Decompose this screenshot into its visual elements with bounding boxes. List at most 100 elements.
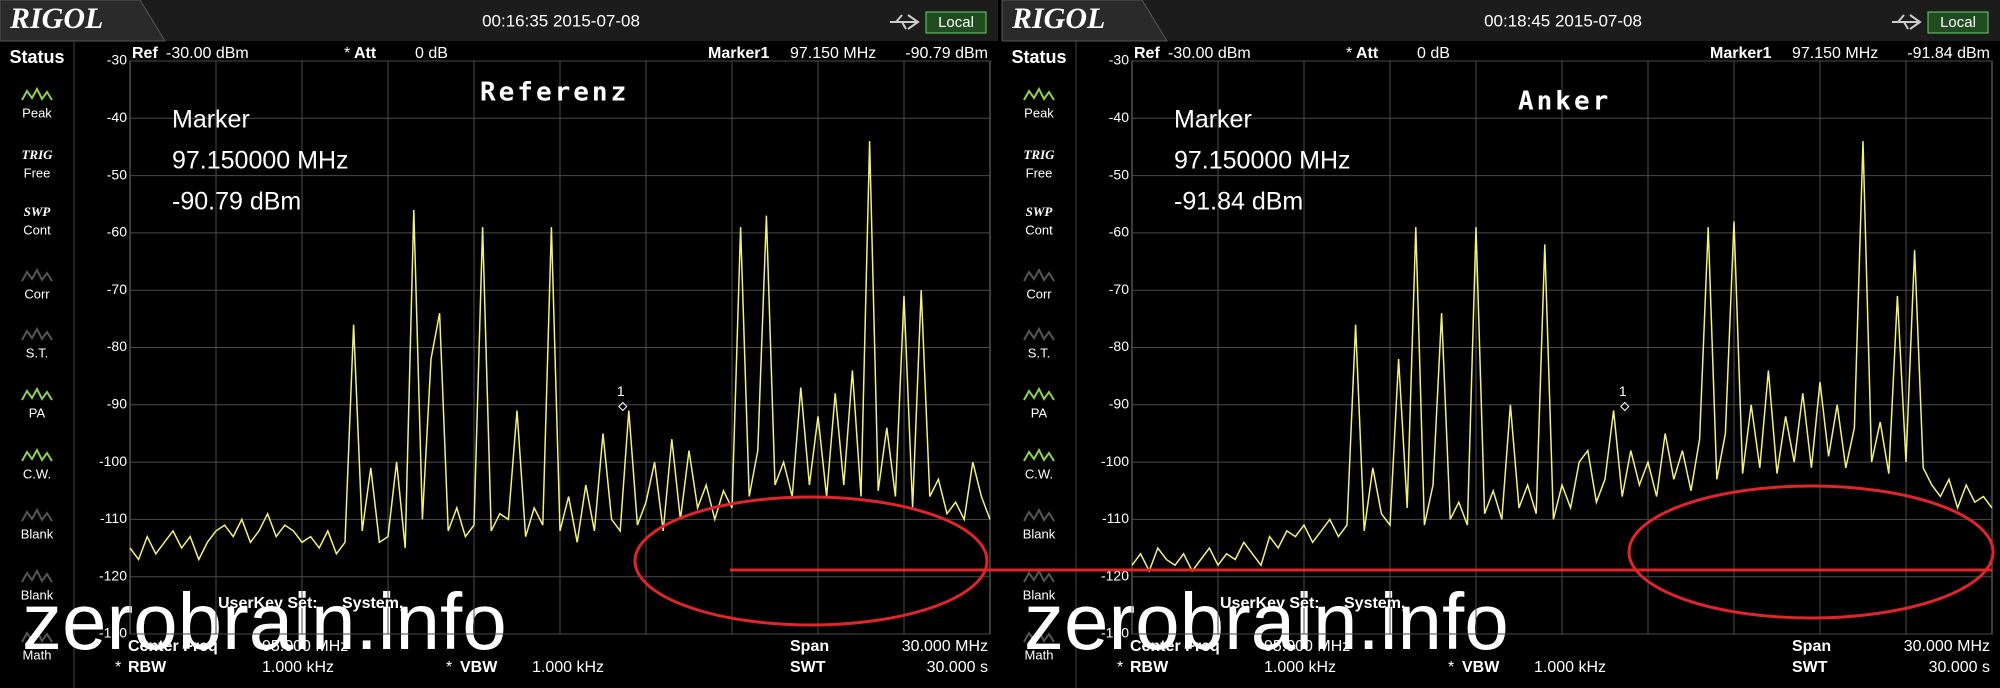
rbw-value: 1.000 kHz bbox=[262, 659, 334, 676]
button-label: Cont bbox=[1025, 222, 1053, 237]
button-label: PA bbox=[29, 405, 46, 420]
usb-icon bbox=[1892, 14, 1922, 30]
swt-value: 30.000 s bbox=[1929, 659, 1990, 676]
button-label: C.W. bbox=[23, 466, 51, 481]
y-tick-label: -130 bbox=[1101, 625, 1129, 641]
y-tick-label: -60 bbox=[107, 224, 127, 240]
att-value: 0 dB bbox=[1417, 45, 1450, 62]
analyzer-screen: RIGOL 00:18:45 2015-07-08 Local Status Peak T… bbox=[1001, 0, 2000, 688]
marker-readout: -91.84 dBm bbox=[1174, 188, 1303, 216]
marker-readout: 97.150000 MHz bbox=[172, 147, 349, 175]
timestamp: 00:18:45 2015-07-08 bbox=[1484, 11, 1642, 30]
y-tick-label: -100 bbox=[99, 453, 127, 469]
button-icon bbox=[1023, 628, 1055, 643]
button-label: Cont bbox=[23, 222, 51, 237]
button-icon bbox=[1023, 507, 1055, 522]
marker-level: -91.84 dBm bbox=[1907, 45, 1990, 62]
button-label: Free bbox=[1026, 165, 1053, 180]
att-label: Att bbox=[1356, 45, 1379, 62]
y-tick-label: -30 bbox=[1109, 52, 1129, 68]
center-label: Center Freq bbox=[128, 638, 218, 655]
y-tick-label: -80 bbox=[1109, 338, 1129, 354]
button-label: S.T. bbox=[26, 345, 48, 360]
button-label: Corr bbox=[24, 286, 50, 301]
att-label: Att bbox=[354, 45, 377, 62]
button-tag: SWP bbox=[24, 204, 52, 219]
y-tick-label: -70 bbox=[107, 281, 127, 297]
marker-freq: 97.150 MHz bbox=[1792, 45, 1878, 62]
rbw-label: RBW bbox=[1130, 659, 1169, 676]
center-value: 95.000 MHz bbox=[262, 638, 348, 655]
rbw-flag: * bbox=[1117, 659, 1123, 676]
y-tick-label: -90 bbox=[1109, 396, 1129, 412]
span-value: 30.000 MHz bbox=[902, 638, 988, 655]
spectrum-trace bbox=[1131, 141, 1993, 573]
marker-level: -90.79 dBm bbox=[905, 45, 988, 62]
vbw-label: VBW bbox=[1462, 659, 1500, 676]
button-label: Blank bbox=[1023, 587, 1056, 602]
rbw-flag: * bbox=[115, 659, 121, 676]
ref-value: -30.00 dBm bbox=[1168, 45, 1251, 62]
button-icon bbox=[21, 568, 53, 583]
y-tick-label: -120 bbox=[99, 567, 127, 583]
marker-diamond bbox=[1620, 401, 1630, 412]
marker-readout: 97.150000 MHz bbox=[1174, 147, 1351, 175]
att-flag: * bbox=[344, 45, 350, 62]
rbw-value: 1.000 kHz bbox=[1264, 659, 1336, 676]
overlay-label: Anker bbox=[1518, 87, 1611, 117]
header-bar bbox=[1002, 0, 2000, 41]
button-label: Blank bbox=[1023, 526, 1056, 541]
button-label: Math bbox=[1025, 647, 1054, 662]
local-badge bbox=[925, 11, 987, 34]
marker-diamond bbox=[618, 401, 628, 412]
button-tag: TRIG bbox=[1023, 147, 1055, 162]
marker-readout: Marker bbox=[172, 106, 250, 134]
vbw-value: 1.000 kHz bbox=[1534, 659, 1606, 676]
button-label: Math bbox=[23, 647, 52, 662]
marker-label: Marker1 bbox=[1710, 45, 1771, 62]
y-tick-label: -130 bbox=[99, 625, 127, 641]
att-value: 0 dB bbox=[415, 45, 448, 62]
marker-label: Marker1 bbox=[708, 45, 769, 62]
vbw-flag: * bbox=[1448, 659, 1454, 676]
y-tick-label: -50 bbox=[107, 166, 127, 182]
y-tick-label: -90 bbox=[107, 396, 127, 412]
center-label: Center Freq bbox=[1130, 638, 1220, 655]
watermark: zerobrain.info bbox=[1024, 577, 1509, 666]
button-tag: SWP bbox=[1026, 204, 1054, 219]
userkey-value: System, bbox=[1344, 595, 1405, 612]
logo-tab bbox=[0, 0, 166, 42]
vbw-value: 1.000 kHz bbox=[532, 659, 604, 676]
button-label: Corr bbox=[1026, 286, 1052, 301]
logo-tab bbox=[1001, 0, 1168, 42]
button-icon bbox=[21, 507, 53, 522]
button-icon bbox=[21, 326, 53, 341]
marker-readout: Marker bbox=[1174, 106, 1252, 134]
spectrum-trace bbox=[129, 141, 991, 562]
y-tick-label: -100 bbox=[1101, 453, 1129, 469]
rbw-label: RBW bbox=[128, 659, 167, 676]
button-label: PA bbox=[1031, 405, 1048, 420]
center-value: 95.000 MHz bbox=[1264, 638, 1350, 655]
local-label: Local bbox=[1940, 14, 1976, 31]
userkey-value: System, bbox=[342, 595, 403, 612]
button-label: C.W. bbox=[1025, 466, 1053, 481]
y-tick-label: -110 bbox=[100, 510, 127, 526]
button-label: Free bbox=[24, 165, 51, 180]
y-tick-label: -30 bbox=[107, 52, 127, 68]
marker-id: 1 bbox=[617, 383, 625, 399]
button-label: Peak bbox=[22, 105, 52, 120]
userkey-label: UserKey Set: bbox=[218, 595, 318, 612]
y-tick-label: -70 bbox=[1109, 281, 1129, 297]
swt-label: SWT bbox=[1792, 659, 1828, 676]
local-label: Local bbox=[938, 14, 974, 31]
marker-readout: -90.79 dBm bbox=[172, 188, 301, 216]
marker-freq: 97.150 MHz bbox=[790, 45, 876, 62]
usb-icon bbox=[890, 14, 920, 30]
logo: RIGOL bbox=[1011, 2, 1105, 35]
status-title: Status bbox=[1011, 47, 1066, 67]
highlight-ellipse bbox=[633, 495, 989, 627]
button-icon bbox=[21, 86, 53, 101]
